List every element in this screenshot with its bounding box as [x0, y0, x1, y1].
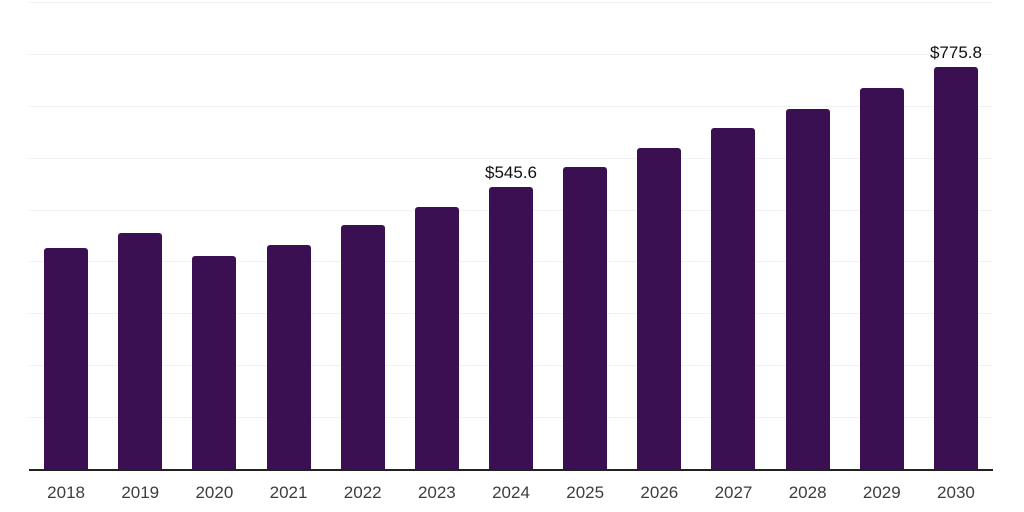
bar-2026: [637, 148, 682, 470]
bar-2030: [933, 67, 978, 470]
bar-column-2023: [400, 3, 474, 470]
bar-column-2030: $775.8: [919, 3, 993, 470]
x-axis-label-2018: 2018: [47, 483, 85, 502]
x-axis-label-2029: 2029: [862, 483, 901, 502]
bar-column-2025: [548, 3, 622, 470]
bar-2024: [489, 186, 534, 470]
bar-2028: [785, 108, 830, 470]
bar-2025: [563, 167, 608, 470]
bar-column-2026: [622, 3, 696, 470]
bar-2020: [192, 256, 237, 470]
x-axis-label-2023: 2023: [417, 483, 456, 502]
gridline-900: [29, 2, 993, 3]
bar-2029: [859, 87, 904, 470]
bar-2018: [44, 247, 89, 470]
x-axis-label-2028: 2028: [788, 483, 827, 502]
value-label-2024: $545.6: [485, 162, 538, 182]
bar-column-2020: [177, 3, 251, 470]
x-axis-label-2020: 2020: [195, 483, 234, 502]
bar-2019: [118, 232, 163, 470]
value-label-2030: $775.8: [929, 43, 982, 63]
bar-column-2029: [845, 3, 919, 470]
x-axis-line: [29, 469, 993, 471]
bar-2023: [414, 206, 459, 470]
x-axis-label-2024: 2024: [492, 483, 530, 502]
bar-column-2018: [29, 3, 103, 470]
x-axis-label-2027: 2027: [714, 483, 753, 502]
x-axis-label-2019: 2019: [121, 483, 160, 502]
x-axis-label-2021: 2021: [269, 483, 308, 502]
bar-column-2019: [103, 3, 177, 470]
x-axis-label-2026: 2026: [640, 483, 679, 502]
x-axis-label-2025: 2025: [566, 483, 605, 502]
bar-column-2022: [326, 3, 400, 470]
x-axis-label-2022: 2022: [343, 483, 382, 502]
bar-2021: [266, 245, 311, 470]
x-axis-labels: 2018 2019 2020 2021 2022 2023 2024 2025 2026 2027…: [29, 483, 993, 503]
x-axis-label-2030: 2030: [937, 483, 975, 502]
bar-column-2021: [251, 3, 325, 470]
bar-column-2027: [696, 3, 770, 470]
plot-area: $545.6 $775.8: [29, 3, 993, 470]
gridline-600: [29, 157, 993, 159]
bar-2022: [340, 225, 385, 470]
gridline-800: [29, 53, 993, 55]
bar-column-2028: [771, 3, 845, 470]
bar-2027: [711, 128, 756, 470]
gridline-700: [29, 105, 993, 107]
bar-column-2024: $545.6: [474, 3, 548, 470]
